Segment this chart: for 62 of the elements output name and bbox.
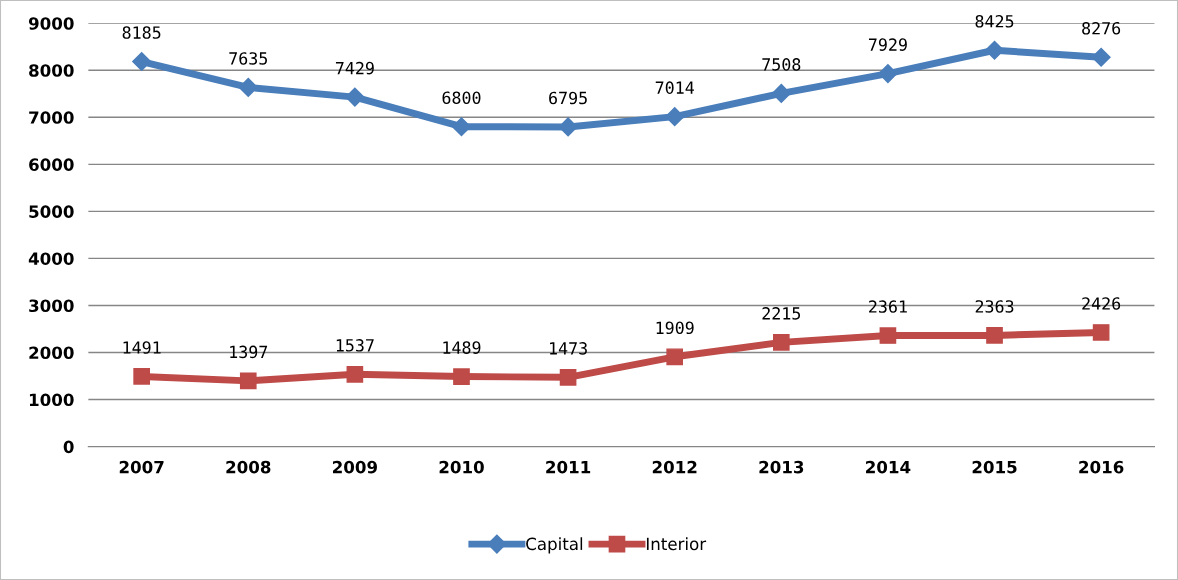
data-label: 8185 [122,26,161,39]
x-tick-label: 2011 [546,460,591,474]
x-tick-label: 2007 [119,460,164,474]
y-tick-label: 7000 [29,111,74,124]
point [345,87,365,107]
y-tick-label: 5000 [29,205,74,218]
y-tick-label: 4000 [28,252,74,265]
point [1091,47,1111,67]
point [132,52,152,72]
point [558,117,578,137]
data-label: 8425 [975,14,1014,28]
y-tick-label: 8000 [29,64,74,77]
point [771,83,791,103]
data-label: 8276 [1082,21,1121,35]
data-label: 2363 [975,300,1014,313]
legend-label: Interior [646,537,707,551]
x-tick-label: 2009 [333,460,377,474]
point [986,327,1003,344]
data-label: 2426 [1082,297,1121,310]
point [453,368,470,385]
point [1092,324,1110,341]
y-tick-label: 0 [63,440,74,454]
point [665,107,685,127]
point [879,327,897,344]
point [239,372,257,390]
x-tick-label: 2012 [652,460,697,474]
point [878,64,898,84]
data-label: 1909 [656,321,694,335]
x-tick-label: 2015 [972,460,1017,474]
data-label: 7929 [868,38,907,51]
data-label: 7635 [229,52,267,65]
x-tick-label: 2013 [759,460,804,474]
point [984,40,1005,60]
y-tick-label: 6000 [29,158,74,171]
legend-label: Capital [526,537,583,554]
data-label: 1473 [550,342,587,355]
data-label: 6795 [549,91,587,105]
data-label: 7508 [762,58,801,71]
data-label: 1537 [336,339,374,352]
y-tick-label: 2000 [29,346,74,360]
point [772,334,790,351]
point [666,348,684,366]
data-label: 1397 [230,345,268,359]
x-tick-label: 2010 [439,460,484,474]
data-label: 7429 [335,61,374,75]
point [451,117,472,137]
data-label: 1489 [443,341,481,354]
x-tick-label: 2008 [226,460,271,474]
point [238,77,258,97]
data-label: 2215 [762,307,801,320]
y-tick-label: 9000 [28,17,74,30]
y-tick-label: 1000 [29,393,74,407]
point [559,368,577,386]
y-tick-label: 3000 [29,299,74,313]
x-tick-label: 2016 [1079,460,1124,474]
point [133,368,150,385]
data-label: 7014 [655,81,694,94]
data-label: 2361 [869,300,907,313]
x-tick-label: 2014 [866,460,911,474]
data-label: 1491 [123,341,161,354]
point [346,365,364,383]
data-label: 6800 [442,91,481,105]
